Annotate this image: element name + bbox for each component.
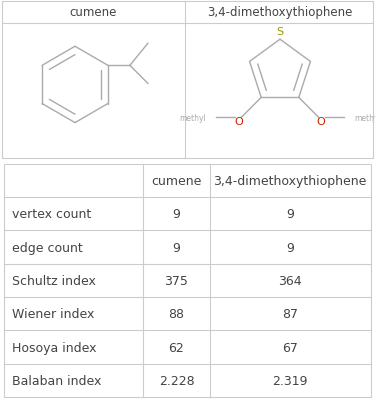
Text: S: S	[276, 27, 284, 37]
Text: vertex count: vertex count	[12, 208, 91, 221]
Text: 9: 9	[172, 241, 180, 254]
Text: 62: 62	[169, 341, 184, 354]
Text: cumene: cumene	[69, 6, 117, 18]
Text: Balaban index: Balaban index	[12, 374, 101, 387]
Text: 67: 67	[282, 341, 298, 354]
Text: 87: 87	[282, 308, 298, 320]
Text: 88: 88	[168, 308, 184, 320]
Text: Hosoya index: Hosoya index	[12, 341, 96, 354]
Text: 2.228: 2.228	[159, 374, 194, 387]
Text: 9: 9	[286, 241, 294, 254]
Text: methyl: methyl	[354, 114, 375, 123]
Text: methyl: methyl	[180, 114, 206, 123]
Text: edge count: edge count	[12, 241, 83, 254]
Text: 375: 375	[165, 274, 188, 287]
Text: O: O	[235, 117, 244, 127]
Text: 9: 9	[286, 208, 294, 221]
Text: Schultz index: Schultz index	[12, 274, 96, 287]
Text: O: O	[316, 117, 325, 127]
Text: 3,4-dimethoxythiophene: 3,4-dimethoxythiophene	[207, 6, 352, 18]
Text: 364: 364	[279, 274, 302, 287]
Text: 2.319: 2.319	[273, 374, 308, 387]
Text: 3,4-dimethoxythiophene: 3,4-dimethoxythiophene	[214, 174, 367, 188]
Text: Wiener index: Wiener index	[12, 308, 94, 320]
Text: cumene: cumene	[151, 174, 202, 188]
Text: 9: 9	[172, 208, 180, 221]
